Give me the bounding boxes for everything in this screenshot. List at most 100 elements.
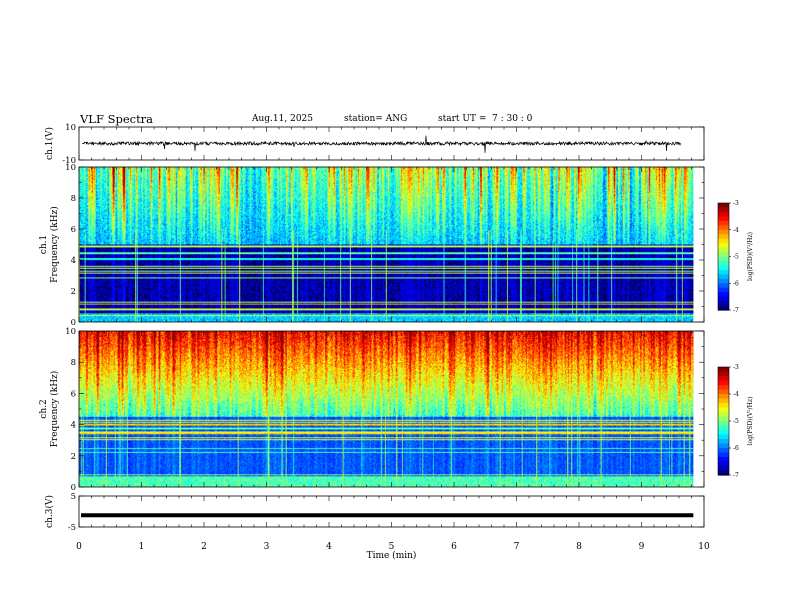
- x-tick-label: 9: [639, 542, 645, 552]
- start-ut-label: start UT =: [438, 114, 487, 124]
- colorbar-segment: [718, 274, 729, 280]
- colorbar-segment: [718, 203, 729, 209]
- colorbar-tick-label: -4: [733, 391, 739, 398]
- colorbar-label: log(PSD)(V²/Hz): [747, 397, 754, 446]
- ylabel-voltage: ch.3(V): [44, 495, 55, 528]
- x-tick-label: 1: [139, 542, 145, 552]
- colorbar-segment: [718, 407, 729, 413]
- colorbar-segment: [718, 380, 729, 386]
- colorbar-tick-label: -5: [733, 418, 739, 425]
- colorbar-segment: [718, 247, 729, 253]
- y-tick-label: 10: [65, 327, 76, 337]
- colorbar-segment: [718, 371, 729, 377]
- x-tick-label: 8: [576, 542, 582, 552]
- colorbar-segment: [718, 466, 729, 472]
- colorbar-segment: [718, 448, 729, 454]
- colorbar-tick-label: -3: [733, 200, 739, 207]
- colorbar-tick-label: -7: [733, 307, 739, 314]
- x-tick-label: 3: [264, 542, 270, 552]
- y-tick-label: 6: [71, 225, 76, 235]
- colorbar-segment: [718, 470, 729, 476]
- y-tick-label: 0: [71, 483, 76, 493]
- colorbar-segment: [718, 256, 729, 262]
- colorbar-segment: [718, 287, 729, 293]
- colorbar-segment: [718, 385, 729, 391]
- x-tick-label: 5: [389, 542, 395, 552]
- colorbar-segment: [718, 252, 729, 258]
- colorbar-segment: [718, 430, 729, 436]
- chart-title: VLF Spectra: [80, 112, 154, 126]
- x-tick-label: 10: [698, 542, 710, 552]
- colorbar-segment: [718, 296, 729, 302]
- colorbar-segment: [718, 398, 729, 404]
- colorbar-segment: [718, 416, 729, 422]
- colorbar-segment: [718, 376, 729, 382]
- colorbar-segment: [718, 243, 729, 249]
- y-tick-label: 5: [71, 492, 76, 502]
- colorbar-segment: [718, 394, 729, 400]
- colorbar-tick-label: -4: [733, 227, 739, 234]
- colorbar-segment: [718, 234, 729, 240]
- ylabel-frequency: Frequency (kHz): [49, 371, 60, 448]
- colorbar-segment: [718, 265, 729, 271]
- y-tick-label: -10: [62, 156, 76, 166]
- colorbar-segment: [718, 403, 729, 409]
- colorbar-tick-label: -5: [733, 254, 739, 261]
- x-tick-label: 6: [451, 542, 457, 552]
- colorbar-segment: [718, 452, 729, 458]
- y-tick-label: 6: [71, 389, 76, 399]
- ylabel-channel: ch.2: [39, 399, 49, 418]
- ch2-spectrogram-heatmap: [79, 331, 704, 487]
- colorbar-segment: [718, 292, 729, 298]
- colorbar-segment: [718, 225, 729, 231]
- x-axis-label: Time (min): [367, 550, 417, 561]
- ch1-waveform-line: [81, 135, 682, 153]
- colorbar-segment: [718, 211, 729, 217]
- colorbar-segment: [718, 216, 729, 222]
- ylabel-voltage: ch.1(V): [44, 127, 55, 160]
- colorbar-segment: [718, 278, 729, 284]
- colorbar-label: log(PSD)(V²/Hz): [747, 232, 754, 281]
- colorbar-segment: [718, 425, 729, 431]
- y-tick-label: -5: [68, 523, 76, 533]
- colorbar-segment: [718, 434, 729, 440]
- colorbar-segment: [718, 238, 729, 244]
- y-tick-label: 4: [71, 256, 76, 266]
- colorbar-segment: [718, 301, 729, 307]
- colorbar-segment: [718, 260, 729, 267]
- colorbar-segment: [718, 412, 729, 418]
- colorbar-segment: [718, 439, 729, 445]
- colorbar-segment: [718, 443, 729, 449]
- station-label: station= ANG: [344, 114, 408, 124]
- y-tick-label: 4: [71, 421, 76, 431]
- colorbar-segment: [718, 421, 729, 427]
- colorbar-segment: [718, 269, 729, 275]
- y-tick-label: 2: [71, 287, 76, 297]
- colorbar-tick-label: -6: [733, 445, 739, 452]
- colorbar-segment: [718, 305, 729, 311]
- colorbar-tick-label: -3: [733, 364, 739, 371]
- colorbar-segment: [718, 207, 729, 213]
- date-label: Aug.11, 2025: [252, 114, 313, 124]
- x-tick-label: 2: [201, 542, 207, 552]
- colorbar-tick-label: -7: [733, 472, 739, 479]
- colorbar-segment: [718, 229, 729, 235]
- colorbar-segment: [718, 389, 729, 395]
- ylabel-frequency: Frequency (kHz): [49, 206, 60, 283]
- y-tick-label: 10: [65, 123, 76, 133]
- y-tick-label: 2: [71, 452, 76, 462]
- colorbar-segment: [718, 283, 729, 289]
- y-tick-label: 0: [71, 318, 76, 328]
- y-tick-label: 10: [65, 163, 76, 173]
- x-tick-label: 4: [326, 542, 332, 552]
- colorbar-segment: [718, 457, 729, 463]
- colorbar-segment: [718, 220, 729, 226]
- y-tick-label: 8: [71, 194, 76, 204]
- x-tick-label: 7: [514, 542, 520, 552]
- start-ut-time: 7 : 30 : 0: [492, 114, 533, 124]
- colorbar-segment: [718, 367, 729, 373]
- colorbar-tick-label: -6: [733, 280, 739, 287]
- ch1-spectrogram-heatmap: [79, 167, 704, 322]
- ylabel-channel: ch.1: [39, 235, 49, 254]
